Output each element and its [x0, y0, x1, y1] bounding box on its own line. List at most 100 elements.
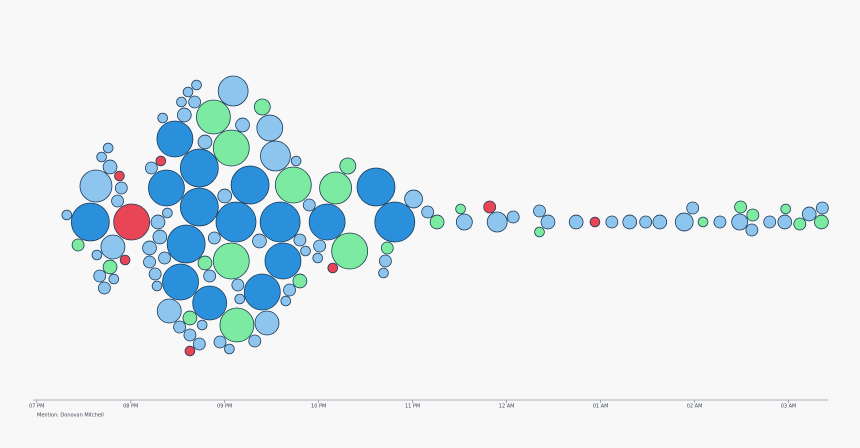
x-tick-label: 02 AM [687, 404, 703, 410]
bubble [697, 216, 709, 228]
bubble [404, 189, 423, 209]
bubble [243, 273, 281, 311]
x-tick-label: 11 PM [405, 404, 420, 410]
bubble [331, 232, 369, 270]
bubble [589, 216, 601, 228]
bubble [777, 214, 793, 230]
bubble [378, 267, 389, 279]
x-tick-label: 12 AM [499, 404, 515, 410]
bubble [150, 214, 166, 230]
bubble [143, 255, 156, 269]
bubble [746, 208, 760, 222]
bubble [224, 343, 235, 355]
bubble [196, 99, 231, 135]
bubble [179, 187, 219, 227]
bubble [780, 203, 792, 215]
bubble [145, 161, 158, 175]
bubble [652, 214, 668, 230]
bubble [283, 283, 296, 297]
bubble [622, 214, 638, 230]
x-tick-label: 10 PM [311, 404, 326, 410]
bubble [162, 263, 199, 301]
bubble [215, 201, 257, 243]
bubble [378, 254, 392, 268]
bubble [113, 203, 151, 241]
bubble [191, 79, 202, 91]
bubble [183, 328, 197, 342]
bubble [114, 170, 125, 182]
bubble [814, 214, 829, 230]
bubble [212, 242, 250, 280]
bubble [102, 159, 118, 175]
bubble [264, 242, 302, 280]
x-axis-label: Mention: Donovan Mitchell [37, 413, 104, 419]
bubble [188, 95, 202, 109]
bubble [235, 117, 250, 133]
bubble [534, 226, 545, 238]
bubble [158, 251, 171, 265]
bubble [256, 114, 284, 142]
bubble [734, 200, 748, 214]
bubble [731, 213, 749, 231]
bubble [259, 201, 301, 243]
bubble [176, 96, 187, 108]
bubble [152, 229, 168, 245]
bubble [801, 206, 817, 222]
bubble [293, 233, 307, 247]
bubble [230, 165, 270, 205]
x-tick-label: 03 AM [781, 404, 797, 410]
bubble [252, 233, 267, 249]
bubble [79, 169, 113, 203]
bubble [254, 310, 280, 336]
bubble [142, 240, 157, 256]
bubble [156, 120, 194, 158]
bubble [217, 75, 249, 107]
bubble [61, 209, 73, 221]
bubble [192, 285, 228, 321]
bubble [166, 224, 206, 264]
x-tick-label: 08 PM [123, 404, 138, 410]
x-tick-label: 09 PM [217, 404, 232, 410]
bubble [429, 214, 445, 230]
bubble [506, 210, 520, 224]
bubble [93, 269, 107, 283]
bubble [111, 194, 124, 208]
bubble [568, 214, 584, 230]
bubble [533, 204, 546, 218]
bubble [173, 320, 186, 334]
bubble [100, 234, 126, 260]
bubble [102, 142, 114, 154]
bubble [71, 238, 85, 252]
x-tick-label: 01 AM [593, 404, 609, 410]
bubble [421, 205, 435, 219]
bubble [114, 181, 128, 195]
bubble [280, 295, 292, 307]
bubble [253, 98, 271, 116]
bubble [156, 298, 182, 324]
bubble [455, 213, 473, 231]
bubble [98, 281, 111, 295]
bubble [793, 217, 807, 231]
bubble [119, 254, 131, 266]
bubble [260, 140, 291, 172]
bubble [248, 334, 262, 348]
bubble [380, 241, 394, 255]
bubble [815, 201, 829, 215]
bubble [486, 211, 508, 233]
bubble [674, 212, 694, 232]
bubble [162, 207, 173, 219]
bubble [217, 188, 233, 204]
bubble [540, 214, 556, 230]
x-tick-label: 07 PM [29, 404, 44, 410]
bubble [212, 129, 250, 167]
bubble [483, 200, 497, 214]
bubble [639, 215, 653, 229]
bubble [313, 239, 327, 253]
bubble [213, 335, 227, 349]
bubble [197, 255, 213, 271]
bubble [319, 171, 352, 205]
bubble [182, 86, 194, 98]
bubble [234, 293, 246, 305]
